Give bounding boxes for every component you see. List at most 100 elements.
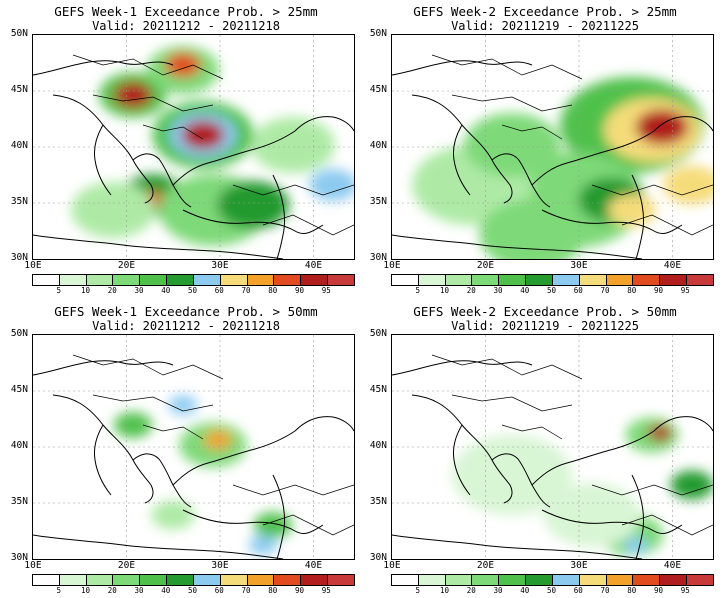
lat-tick-label: 30N [369, 552, 387, 563]
lat-tick-label: 45N [369, 84, 387, 95]
coastline [182, 509, 324, 534]
lon-tick-label: 20E [117, 560, 136, 571]
probability-map [32, 34, 355, 260]
country-border [501, 124, 563, 140]
colorbar-segment [247, 275, 275, 285]
colorbar-segment [328, 275, 354, 285]
colorbar-segment [687, 275, 713, 285]
colorbar-label: 40 [161, 586, 171, 595]
coastline [392, 234, 643, 259]
panel-week1-50mm: GEFS Week-1 Exceedance Prob. > 50mm Vali… [11, 300, 361, 598]
colorbar-segment [499, 575, 527, 585]
country-border [262, 214, 354, 236]
lon-tick-label: 30E [570, 260, 588, 271]
colorbar-segment [633, 575, 661, 585]
colorbar-label: 95 [680, 586, 690, 595]
colorbar-label: 20 [466, 286, 476, 295]
country-border [501, 424, 563, 440]
panel-week2-50mm: GEFS Week-2 Exceedance Prob. > 50mm Vali… [370, 300, 720, 598]
coastline [94, 424, 112, 496]
colorbar-segment [445, 575, 473, 585]
coastline [52, 394, 154, 504]
colorbar-segment [472, 575, 500, 585]
country-border [232, 184, 354, 196]
country-border [142, 124, 204, 140]
colorbar-segment [418, 275, 446, 285]
colorbar-segment [499, 275, 527, 285]
lat-tick-label: 35N [369, 196, 387, 207]
colorbar-label: 70 [241, 586, 251, 595]
coastline [132, 453, 192, 508]
country-border [142, 424, 204, 440]
precip-contour [71, 182, 155, 238]
coastline [653, 116, 713, 132]
colorbar-segment [606, 575, 634, 585]
colorbar-label: 10 [80, 286, 91, 295]
precip-contour [217, 181, 289, 229]
colorbar-label: 80 [627, 586, 637, 595]
lat-tick-label: 35N [10, 496, 28, 507]
precip-contour [151, 500, 195, 530]
colorbar-label: 10 [80, 586, 91, 595]
colorbar-label: 50 [187, 286, 198, 295]
panel-title: GEFS Week-2 Exceedance Prob. > 50mm [413, 304, 677, 319]
colorbar-segment [140, 275, 168, 285]
coastline [94, 124, 112, 196]
coastline [392, 60, 533, 76]
coastline [531, 430, 655, 486]
colorbar-segment [59, 575, 87, 585]
coastline [491, 453, 551, 508]
colorbar [32, 274, 355, 286]
colorbar-segment [220, 575, 248, 585]
lon-tick-label: 30E [570, 560, 588, 571]
precip-contour [251, 117, 335, 173]
colorbar-label: 95 [321, 586, 331, 595]
precip-contour [113, 412, 153, 438]
precip-contour [203, 430, 233, 450]
colorbar-label: 30 [493, 586, 503, 595]
colorbar [391, 274, 714, 286]
colorbar-segment [660, 275, 688, 285]
lat-tick-label: 40N [369, 440, 387, 451]
colorbar-segment [113, 275, 141, 285]
precip-contour [635, 109, 689, 145]
lon-tick-label: 10E [24, 260, 42, 271]
precip-contour [165, 53, 201, 77]
country-border [232, 484, 354, 496]
colorbar-segment [552, 275, 580, 285]
lat-tick-label: 45N [10, 84, 28, 95]
country-border [72, 354, 224, 380]
lat-tick-label: 40N [10, 440, 28, 451]
colorbar-label: 5 [56, 586, 61, 595]
lon-tick-label: 30E [211, 560, 229, 571]
coastline [453, 124, 471, 196]
precip-contour [253, 512, 293, 538]
colorbar-segment [247, 575, 275, 585]
panel-valid-dates: Valid: 20211212 - 20211218 [92, 319, 280, 333]
colorbar-segment [301, 275, 329, 285]
colorbar-segment [113, 575, 141, 585]
colorbar-segment [526, 275, 553, 285]
colorbar-label: 60 [214, 586, 224, 595]
precip-contour [248, 535, 278, 555]
colorbar-segment [606, 275, 634, 285]
colorbar-segment [274, 275, 302, 285]
colorbar-label: 95 [321, 286, 331, 295]
lon-tick-label: 40E [304, 260, 323, 271]
probability-map [391, 34, 714, 260]
colorbar-segment [220, 275, 248, 285]
coastline [631, 474, 645, 559]
coastline [392, 360, 533, 376]
country-border [431, 354, 583, 380]
coastline [631, 174, 645, 259]
colorbar-label: 10 [439, 286, 450, 295]
lat-tick-label: 50N [10, 28, 28, 39]
colorbar-segment [301, 575, 329, 585]
lat-tick-label: 30N [369, 252, 387, 263]
panel-week1-25mm: GEFS Week-1 Exceedance Prob. > 25mm Vali… [11, 0, 361, 298]
colorbar-label: 60 [214, 286, 224, 295]
colorbar-segment [687, 575, 713, 585]
precip-contour [168, 395, 198, 415]
map-canvas [33, 335, 354, 559]
coastline [33, 534, 284, 559]
